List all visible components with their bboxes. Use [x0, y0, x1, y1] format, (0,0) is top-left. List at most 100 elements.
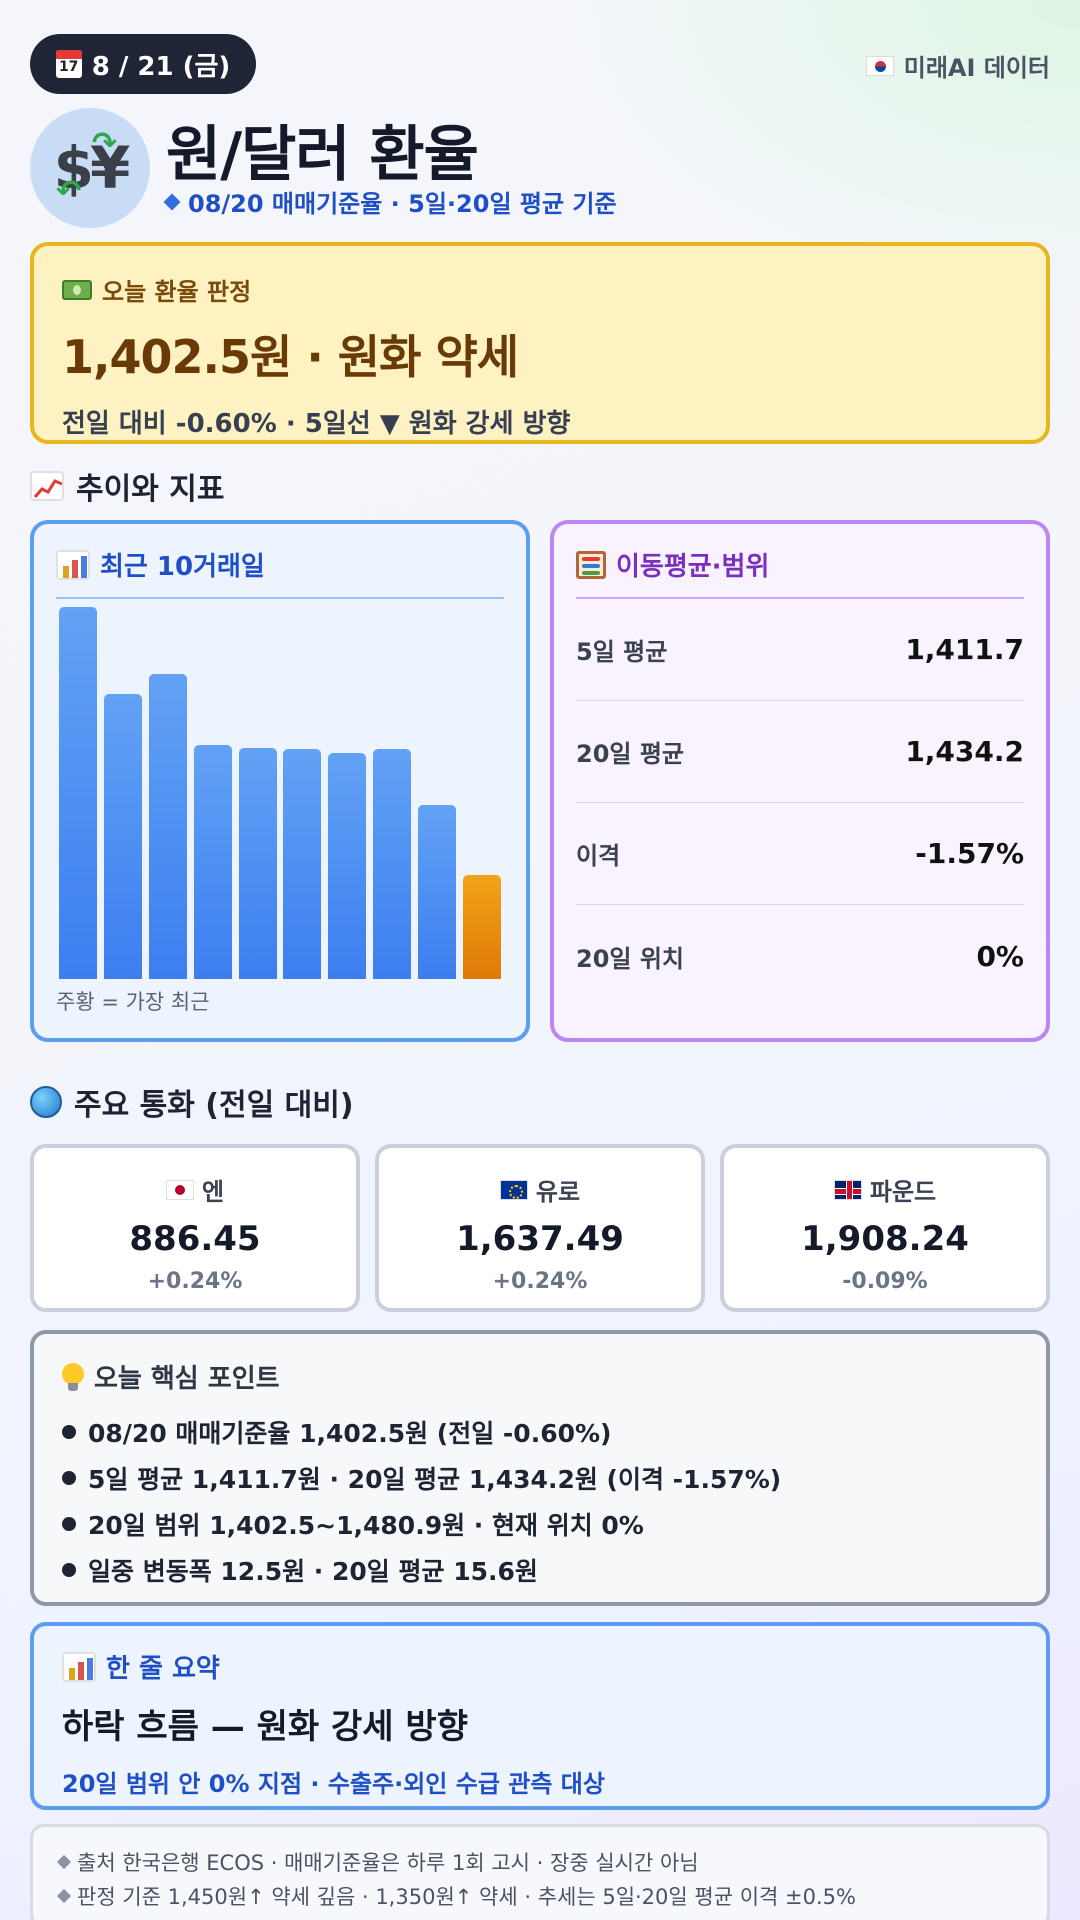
summary-card: 한 줄 요약 하락 흐름 — 원화 강세 방향 20일 범위 안 0% 지점 ·…: [30, 1622, 1050, 1810]
verdict-sub: 전일 대비 -0.60% · 5일선 ▼ 원화 강세 방향: [62, 409, 571, 439]
key-points-title-text: 오늘 핵심 포인트: [94, 1364, 280, 1394]
list-item: 5일 평균 1,411.7원 · 20일 평균 1,434.2원 (이격 -1.…: [62, 1455, 1018, 1501]
list-item-text: 일중 변동폭 12.5원 · 20일 평균 15.6원: [88, 1557, 538, 1586]
brand-text: 미래AI 데이터: [903, 54, 1050, 82]
key-points-card: 오늘 핵심 포인트 08/20 매매기준율 1,402.5원 (전일 -0.60…: [30, 1330, 1050, 1606]
bullet-icon: [62, 1425, 76, 1439]
summary-title-text: 한 줄 요약: [106, 1654, 220, 1684]
bar: [417, 805, 456, 979]
currency-value: 1,637.49: [456, 1219, 624, 1259]
currency-value: 886.45: [129, 1219, 261, 1259]
bar: [238, 748, 277, 979]
ma-row: 20일 위치 0%: [576, 905, 1024, 1007]
ma-row: 5일 평균 1,411.7: [576, 599, 1024, 701]
diamond-icon: [56, 1854, 72, 1870]
section-currency-heading: 주요 통화 (전일 대비): [30, 1080, 354, 1124]
footer-notes: 출처 한국은행 ECOS · 매매기준율은 하루 1회 고시 · 장중 실시간 …: [30, 1824, 1050, 1920]
currency-change: +0.24%: [147, 1269, 243, 1294]
ma-row: 20일 평균 1,434.2: [576, 701, 1024, 803]
ma-value: 1,411.7: [905, 633, 1024, 666]
lightbulb-icon: [62, 1362, 84, 1391]
date-text: 8 / 21 (금): [91, 51, 231, 82]
money-icon: [62, 279, 92, 300]
currency-name-text: 파운드: [869, 1178, 937, 1206]
bar: [193, 744, 232, 979]
bullet-icon: [62, 1471, 76, 1485]
diamond-icon: [163, 193, 181, 210]
page-title: 원/달러 환율: [166, 120, 479, 190]
subtitle-text: 08/20 매매기준율 · 5일·20일 평균 기준: [188, 190, 617, 218]
bar: [373, 749, 411, 979]
currency-name: 유로: [379, 1172, 701, 1207]
key-points-list: 08/20 매매기준율 1,402.5원 (전일 -0.60%) 5일 평균 1…: [62, 1409, 1018, 1593]
bullet-icon: [62, 1563, 76, 1577]
currency-name: 엔: [34, 1172, 356, 1207]
currency-card-jpy: 엔 886.45 +0.24%: [30, 1144, 360, 1312]
trend-chart-icon: [30, 471, 64, 501]
section-trend-title: 추이와 지표: [76, 472, 225, 507]
bar-chart: [56, 607, 504, 979]
ma-card-title-text: 이동평균·범위: [616, 552, 770, 582]
bar-chart-icon: [62, 1651, 96, 1682]
ma-label: 20일 위치: [576, 944, 684, 973]
bar-chart-icon: [56, 549, 90, 580]
ma-value: -1.57%: [915, 837, 1024, 870]
verdict-label: 오늘 환율 판정: [62, 272, 1018, 307]
list-item: 20일 범위 1,402.5~1,480.9원 · 현재 위치 0%: [62, 1501, 1018, 1547]
currency-value: 1,908.24: [801, 1219, 969, 1259]
trend-card-title-text: 최근 10거래일: [100, 552, 265, 582]
list-item: 08/20 매매기준율 1,402.5원 (전일 -0.60%): [62, 1409, 1018, 1455]
footer-line: 출처 한국은행 ECOS · 매매기준율은 하루 1회 고시 · 장중 실시간 …: [56, 1845, 1021, 1879]
ma-label: 이격: [576, 842, 621, 870]
page-subtitle: 08/20 매매기준율 · 5일·20일 평균 기준: [163, 184, 617, 219]
currency-symbols-icon: $¥: [53, 134, 131, 202]
diamond-icon: [56, 1888, 72, 1904]
ma-label: 5일 평균: [576, 638, 668, 666]
list-item-text: 08/20 매매기준율 1,402.5원 (전일 -0.60%): [88, 1419, 612, 1448]
bar-latest: [462, 874, 501, 979]
ma-row: 이격 -1.57%: [576, 803, 1024, 905]
summary-sub: 20일 범위 안 0% 지점 · 수출주·외인 수급 관측 대상: [62, 1770, 605, 1798]
kr-flag-icon: [865, 55, 894, 76]
bar: [59, 607, 98, 979]
list-item: 일중 변동폭 12.5원 · 20일 평균 15.6원: [62, 1547, 1018, 1593]
ma-rows: 5일 평균 1,411.7 20일 평균 1,434.2 이격 -1.57% 2…: [576, 599, 1024, 1007]
eu-flag-icon: [499, 1179, 528, 1200]
summary-title: 한 줄 요약: [62, 1648, 1018, 1685]
trend-note: 주황 = 가장 최근: [56, 990, 210, 1014]
footer-line-text: 판정 기준 1,450원↑ 약세 깊음 · 1,350원↑ 약세 · 추세는 5…: [77, 1885, 856, 1909]
currency-card-gbp: 파운드 1,908.24 -0.09%: [720, 1144, 1050, 1312]
globe-icon: [30, 1086, 62, 1118]
verdict-label-text: 오늘 환율 판정: [102, 278, 252, 306]
currency-change: +0.24%: [492, 1269, 588, 1294]
list-item-text: 5일 평균 1,411.7원 · 20일 평균 1,434.2원 (이격 -1.…: [88, 1465, 782, 1494]
list-item-text: 20일 범위 1,402.5~1,480.9원 · 현재 위치 0%: [88, 1511, 644, 1540]
ma-value: 0%: [976, 939, 1024, 973]
currency-name-text: 엔: [201, 1178, 225, 1206]
bar: [328, 752, 367, 979]
gb-flag-icon: [833, 1179, 862, 1200]
bar: [104, 693, 143, 979]
currency-card-eur: 유로 1,637.49 +0.24%: [375, 1144, 705, 1312]
moving-average-card: 이동평균·범위 5일 평균 1,411.7 20일 평균 1,434.2 이격 …: [550, 520, 1050, 1042]
footer-line-text: 출처 한국은행 ECOS · 매매기준율은 하루 1회 고시 · 장중 실시간 …: [77, 1851, 699, 1875]
ma-card-title: 이동평균·범위: [576, 546, 1024, 599]
verdict-card: 오늘 환율 판정 1,402.5원 · 원화 약세 전일 대비 -0.60% ·…: [30, 242, 1050, 444]
abacus-icon: [576, 550, 606, 579]
key-points-title: 오늘 핵심 포인트: [62, 1358, 1018, 1395]
ma-label: 20일 평균: [576, 740, 684, 768]
brand: 미래AI 데이터: [865, 48, 1050, 83]
currency-name-text: 유로: [535, 1178, 581, 1206]
trend-card-title: 최근 10거래일: [56, 546, 504, 599]
arrow-icon: ↷: [92, 126, 118, 161]
summary-main: 하락 흐름 — 원화 강세 방향: [62, 1707, 468, 1747]
verdict-main: 1,402.5원 · 원화 약세: [62, 330, 519, 384]
exchange-icon: ↷ $¥ ↶: [30, 108, 150, 228]
calendar-icon: [55, 50, 82, 78]
ma-value: 1,434.2: [905, 735, 1024, 768]
date-badge: 8 / 21 (금): [30, 34, 256, 94]
section-trend-heading: 추이와 지표: [30, 464, 224, 508]
section-currency-title: 주요 통화 (전일 대비): [74, 1088, 354, 1123]
bar: [283, 748, 322, 979]
bullet-icon: [62, 1517, 76, 1531]
